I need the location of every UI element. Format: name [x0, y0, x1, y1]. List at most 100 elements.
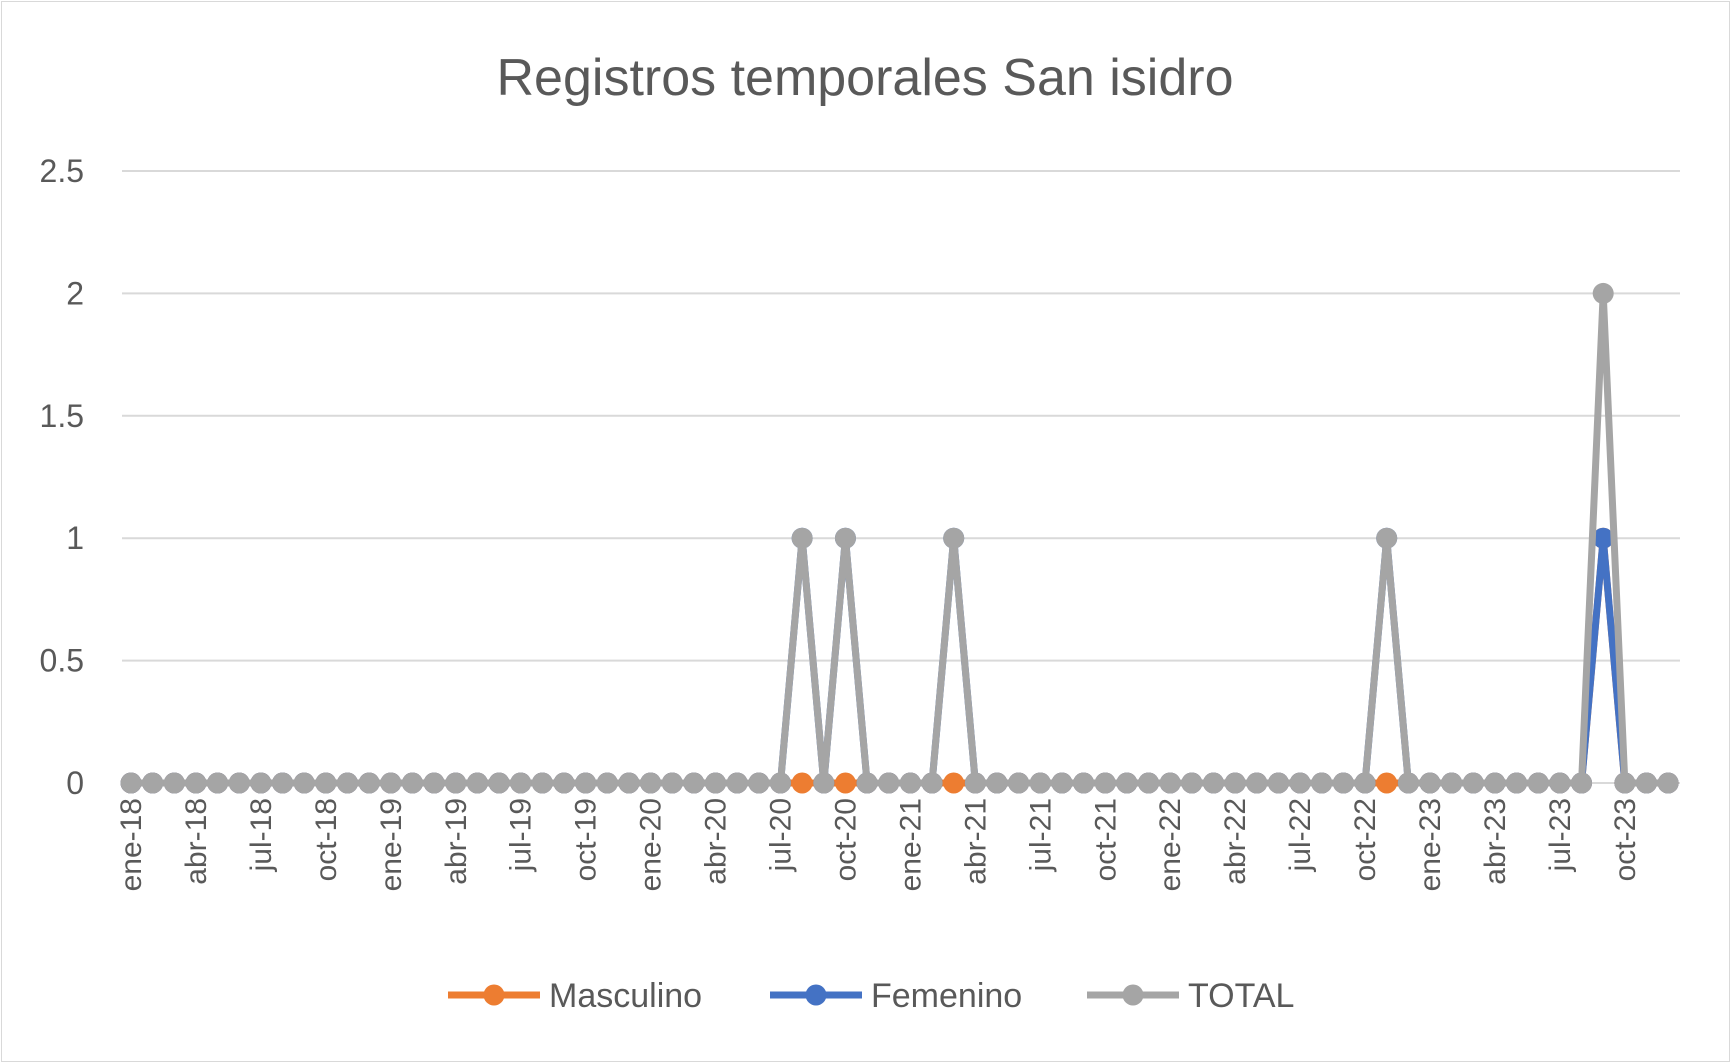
- x-tick-label: abr-21: [959, 798, 992, 885]
- data-point-total: [834, 527, 856, 549]
- x-axis-ticks: ene-18 abr-18 jul-18 oct-18 ene-19 abr-19 jul-…: [115, 798, 1642, 891]
- data-point-total: [1506, 772, 1528, 794]
- data-point-total: [1224, 772, 1246, 794]
- x-tick-label: oct-21: [1089, 798, 1122, 881]
- data-point-total: [1527, 772, 1549, 794]
- data-point-total: [423, 772, 445, 794]
- x-tick-label: abr-23: [1479, 798, 1512, 885]
- data-point-total: [1571, 772, 1593, 794]
- data-point-total: [1397, 772, 1419, 794]
- data-point-total: [250, 772, 272, 794]
- data-point-total: [705, 772, 727, 794]
- data-point-total: [488, 772, 510, 794]
- data-point-total: [380, 772, 402, 794]
- data-point-total: [964, 772, 986, 794]
- x-tick-label: ene-21: [894, 798, 927, 891]
- data-point-total: [466, 772, 488, 794]
- data-point-total: [943, 527, 965, 549]
- data-point-masculino: [1376, 772, 1398, 794]
- data-point-total: [401, 772, 423, 794]
- x-tick-label: jul-23: [1544, 798, 1577, 872]
- data-point-total: [553, 772, 575, 794]
- data-point-total: [921, 772, 943, 794]
- y-axis-ticks: 0 0.5 1 1.5 2 2.5: [40, 153, 84, 801]
- legend-label-masculino: Masculino: [549, 977, 702, 1015]
- x-tick-label: abr-22: [1219, 798, 1252, 885]
- data-point-total: [748, 772, 770, 794]
- x-tick-label: abr-19: [440, 798, 473, 885]
- y-tick-label: 1.5: [40, 398, 84, 434]
- legend: Masculino Femenino TOTAL: [448, 977, 1294, 1015]
- legend-item-femenino: Femenino: [770, 977, 1022, 1015]
- data-point-total: [1549, 772, 1571, 794]
- legend-marker-total: [1122, 984, 1144, 1006]
- data-point-total: [683, 772, 705, 794]
- data-point-total: [1029, 772, 1051, 794]
- data-point-masculino: [834, 772, 856, 794]
- x-tick-label: ene-19: [375, 798, 408, 891]
- data-point-total: [510, 772, 532, 794]
- data-point-total: [791, 527, 813, 549]
- data-point-total: [618, 772, 640, 794]
- data-point-total: [1332, 772, 1354, 794]
- data-point-total: [1203, 772, 1224, 794]
- x-tick-label: jul-18: [245, 798, 278, 872]
- x-tick-label: abr-20: [700, 798, 733, 885]
- x-tick-label: ene-23: [1414, 798, 1447, 891]
- data-point-total: [1311, 772, 1333, 794]
- data-point-total: [770, 772, 791, 794]
- y-tick-label: 2.5: [40, 153, 84, 189]
- legend-item-masculino: Masculino: [448, 977, 702, 1015]
- data-point-masculino: [943, 772, 965, 794]
- legend-marker-femenino: [805, 984, 827, 1006]
- chart-title: Registros temporales San isidro: [497, 49, 1234, 107]
- data-point-total: [1354, 772, 1376, 794]
- data-point-total: [337, 772, 358, 794]
- data-point-total: [1138, 772, 1160, 794]
- series-group: [120, 282, 1679, 794]
- data-point-total: [1462, 772, 1484, 794]
- data-point-total: [358, 772, 380, 794]
- data-point-total: [1614, 772, 1636, 794]
- x-tick-label: ene-22: [1154, 798, 1187, 891]
- data-point-total: [293, 772, 315, 794]
- data-point-total: [228, 772, 250, 794]
- data-point-total: [1116, 772, 1138, 794]
- x-tick-label: jul-20: [765, 798, 798, 872]
- legend-marker-masculino: [483, 984, 505, 1006]
- y-tick-label: 0.5: [40, 643, 84, 679]
- data-point-total: [1289, 772, 1311, 794]
- x-tick-label: jul-22: [1284, 798, 1317, 872]
- data-point-total: [207, 772, 229, 794]
- data-point-femenino: [1592, 527, 1614, 549]
- y-tick-label: 2: [66, 275, 84, 311]
- data-point-total: [1246, 772, 1268, 794]
- data-point-total: [1657, 772, 1679, 794]
- data-point-total: [142, 772, 164, 794]
- data-point-total: [726, 772, 748, 794]
- data-point-total: [575, 772, 597, 794]
- data-point-total: [640, 772, 662, 794]
- data-point-total: [1008, 772, 1030, 794]
- x-tick-label: oct-20: [829, 798, 862, 881]
- data-point-total: [856, 772, 878, 794]
- data-point-total: [596, 772, 618, 794]
- y-tick-label: 0: [66, 765, 84, 801]
- data-point-total: [1484, 772, 1506, 794]
- data-point-total: [813, 772, 835, 794]
- x-tick-label: oct-19: [570, 798, 603, 881]
- x-tick-label: abr-18: [180, 798, 213, 885]
- x-tick-label: jul-21: [1024, 798, 1057, 872]
- data-point-total: [1073, 772, 1095, 794]
- x-tick-label: oct-18: [310, 798, 343, 881]
- data-point-total: [1181, 772, 1203, 794]
- data-point-total: [661, 772, 683, 794]
- data-point-total: [315, 772, 337, 794]
- x-tick-label: oct-22: [1349, 798, 1382, 881]
- data-point-total: [1592, 282, 1614, 304]
- data-point-total: [163, 772, 185, 794]
- x-tick-label: jul-19: [505, 798, 538, 872]
- data-point-masculino: [791, 772, 813, 794]
- data-point-total: [1636, 772, 1657, 794]
